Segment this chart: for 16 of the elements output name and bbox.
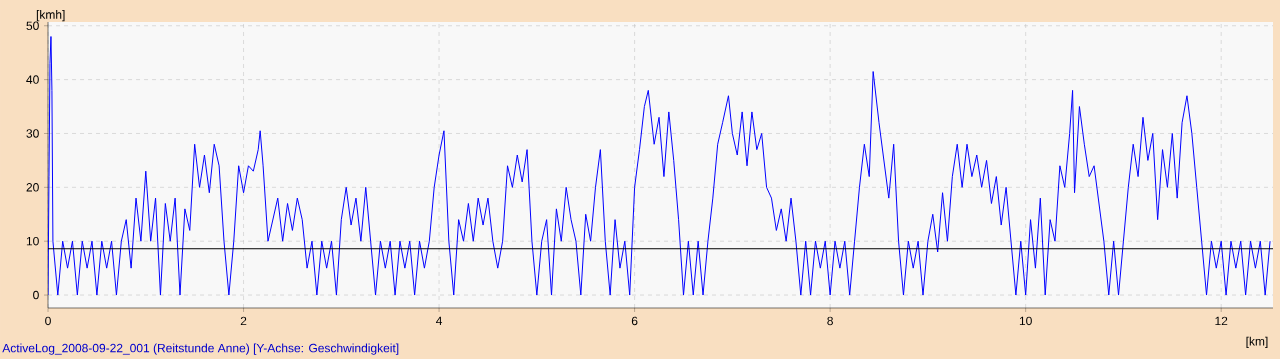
x-tick-label: 4 <box>436 316 443 325</box>
x-tick-label: 0 <box>45 316 51 326</box>
y-tick-label: 0 <box>33 290 39 300</box>
y-tick-label: 50 <box>26 21 39 31</box>
y-axis-title: [kmh] <box>36 10 65 22</box>
x-axis-title: [km] <box>1246 336 1268 348</box>
x-tick-label: 12 <box>1215 316 1228 326</box>
x-tick-label: 2 <box>240 316 247 326</box>
y-tick-label: 10 <box>26 236 39 246</box>
x-tick-label: 6 <box>631 316 638 326</box>
y-tick-label: 30 <box>26 129 39 138</box>
y-tick-label: 20 <box>26 183 39 192</box>
text: ActiveLog_2008-09-22_001 (Reitstunde Anne) [Y-Achse: Geschwindigkeit] <box>2 343 399 355</box>
y-tick-label: 40 <box>26 75 39 84</box>
x-tick-label: 8 <box>827 316 833 326</box>
x-tick-label: 10 <box>1019 316 1032 326</box>
